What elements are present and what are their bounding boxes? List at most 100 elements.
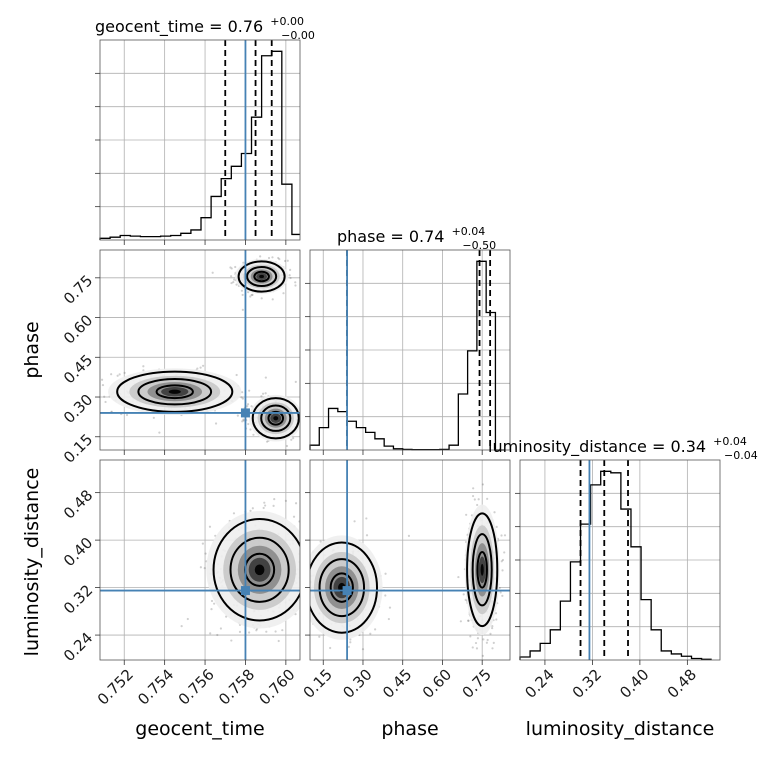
hist-geocent-time-bar-17 bbox=[272, 51, 282, 240]
hist-luminosity-distance-bar-3 bbox=[550, 630, 560, 660]
scatter-geocent-time-vs-phase-point bbox=[249, 428, 252, 431]
scatter-geocent-time-vs-luminosity-distance-point bbox=[208, 525, 212, 528]
hist-geocent-time-bar-11 bbox=[211, 196, 221, 240]
hist-luminosity-distance-bar-5 bbox=[570, 562, 580, 660]
scatter-geocent-time-vs-phase-contour-1-1 bbox=[137, 378, 213, 406]
scatter-geocent-time-vs-luminosity-distance-point bbox=[265, 630, 268, 633]
scatter-geocent-time-vs-phase-density-1-4 bbox=[168, 389, 181, 394]
scatter-phase-vs-luminosity-distance-point bbox=[472, 487, 475, 490]
scatter-geocent-time-vs-luminosity-distance-point bbox=[273, 497, 276, 501]
scatter-phase-vs-luminosity-distance-point bbox=[307, 604, 309, 606]
xlabel-luminosity-distance: luminosity_distance bbox=[526, 718, 715, 740]
scatter-geocent-time-vs-phase-point bbox=[248, 389, 251, 392]
hist-luminosity-distance-bar-14 bbox=[661, 651, 671, 660]
scatter-geocent-time-vs-luminosity-distance-point bbox=[204, 552, 207, 555]
scatter-geocent-time-vs-phase-point bbox=[199, 366, 202, 369]
scatter-phase-vs-luminosity-distance-point bbox=[306, 614, 308, 616]
scatter-geocent-time-vs-phase-point bbox=[271, 298, 274, 301]
scatter-geocent-time-vs-phase-point bbox=[285, 444, 289, 448]
scatter-phase-vs-luminosity-distance-point bbox=[482, 638, 485, 641]
scatter-geocent-time-vs-phase-contour-2-0 bbox=[267, 410, 285, 426]
scatter-geocent-time-vs-phase-point bbox=[235, 283, 238, 286]
scatter-geocent-time-vs-luminosity-distance-point bbox=[238, 630, 242, 633]
scatter-geocent-time-vs-phase-point bbox=[142, 365, 145, 368]
scatter-phase-vs-luminosity-distance-point bbox=[498, 586, 501, 590]
scatter-geocent-time-vs-phase-point bbox=[101, 383, 105, 387]
scatter-geocent-time-vs-luminosity-distance-xticklabel-0.760: 0.760 bbox=[255, 666, 298, 709]
hist-geocent-time-bar-12 bbox=[221, 179, 231, 240]
xlabel-geocent-time: geocent_time bbox=[135, 718, 264, 740]
scatter-geocent-time-vs-luminosity-distance-point bbox=[306, 528, 308, 530]
scatter-geocent-time-vs-phase-point bbox=[235, 373, 238, 377]
scatter-phase-vs-luminosity-distance-point bbox=[477, 498, 480, 501]
hist-luminosity-distance-xticklabel-0.40: 0.40 bbox=[616, 666, 652, 702]
scatter-geocent-time-vs-luminosity-distance-yticklabel-0.32: 0.32 bbox=[60, 581, 96, 617]
hist-geocent-time-bar-19 bbox=[292, 234, 300, 240]
scatter-phase-vs-luminosity-distance-point bbox=[495, 525, 498, 528]
scatter-phase-vs-luminosity-distance-point bbox=[302, 604, 304, 606]
scatter-geocent-time-vs-phase-point bbox=[241, 397, 244, 400]
scatter-geocent-time-vs-luminosity-distance-point bbox=[213, 602, 216, 605]
hist-luminosity-distance-grid bbox=[520, 460, 720, 660]
scatter-phase-vs-luminosity-distance-point bbox=[365, 534, 369, 537]
title-geocent-time-plus: +0.00 bbox=[270, 15, 304, 28]
hist-phase-bar-16 bbox=[458, 394, 467, 450]
scatter-phase-vs-luminosity-distance-contour-0-0 bbox=[476, 550, 488, 589]
hist-luminosity-distance-xticklabel-0.24: 0.24 bbox=[521, 666, 557, 702]
scatter-geocent-time-vs-phase-point bbox=[241, 420, 244, 423]
scatter-phase-vs-luminosity-distance-point bbox=[384, 572, 387, 575]
scatter-geocent-time-vs-luminosity-distance-point bbox=[199, 566, 202, 569]
scatter-geocent-time-vs-luminosity-distance-point bbox=[303, 601, 305, 603]
scatter-geocent-time-vs-phase-yticklabel-0.15: 0.15 bbox=[60, 430, 96, 466]
scatter-geocent-time-vs-luminosity-distance-point bbox=[284, 499, 288, 502]
hist-luminosity-distance-bar-4 bbox=[560, 601, 570, 660]
scatter-geocent-time-vs-phase-point bbox=[246, 405, 249, 408]
scatter-phase-vs-luminosity-distance-point bbox=[457, 575, 460, 579]
scatter-phase-vs-luminosity-distance-point bbox=[462, 593, 465, 596]
scatter-phase-vs-luminosity-distance-xticklabel-0.45: 0.45 bbox=[379, 666, 415, 702]
scatter-phase-vs-luminosity-distance-truth-marker bbox=[342, 586, 352, 596]
scatter-geocent-time-vs-luminosity-distance-xticklabel-0.758: 0.758 bbox=[215, 666, 258, 709]
scatter-geocent-time-vs-phase-point bbox=[247, 422, 250, 426]
scatter-geocent-time-vs-phase-point bbox=[236, 414, 239, 417]
scatter-phase-vs-luminosity-distance-density-0-4 bbox=[480, 563, 484, 576]
scatter-geocent-time-vs-phase-content bbox=[100, 250, 303, 450]
scatter-phase-vs-luminosity-distance-point bbox=[349, 641, 352, 644]
scatter-geocent-time-vs-luminosity-distance-point bbox=[306, 533, 308, 535]
scatter-phase-vs-luminosity-distance-point bbox=[486, 497, 489, 500]
scatter-geocent-time-vs-luminosity-distance-xticklabel-0.756: 0.756 bbox=[175, 666, 218, 709]
scatter-geocent-time-vs-phase-point bbox=[267, 256, 271, 260]
scatter-geocent-time-vs-phase-point bbox=[242, 418, 245, 421]
hist-geocent-time-bar-16 bbox=[262, 56, 272, 240]
scatter-geocent-time-vs-luminosity-distance-point bbox=[277, 639, 280, 643]
scatter-geocent-time-vs-phase-point bbox=[233, 278, 236, 281]
scatter-geocent-time-vs-phase-point bbox=[283, 259, 287, 263]
scatter-phase-vs-luminosity-distance-frame bbox=[309, 459, 511, 661]
scatter-phase-vs-luminosity-distance-point bbox=[464, 598, 467, 601]
scatter-geocent-time-vs-phase-density-2-4 bbox=[273, 416, 279, 421]
scatter-geocent-time-vs-phase-point bbox=[301, 410, 303, 412]
scatter-geocent-time-vs-phase-point bbox=[294, 281, 297, 284]
scatter-geocent-time-vs-luminosity-distance-point bbox=[306, 546, 308, 548]
scatter-geocent-time-vs-phase-point bbox=[289, 268, 292, 272]
scatter-geocent-time-vs-luminosity-distance-point bbox=[307, 573, 309, 575]
hist-luminosity-distance-xticklabel-0.48: 0.48 bbox=[664, 666, 700, 702]
scatter-geocent-time-vs-phase-point bbox=[229, 266, 232, 269]
hist-phase-bar-2 bbox=[329, 408, 338, 450]
scatter-geocent-time-vs-phase-point bbox=[260, 297, 263, 300]
scatter-geocent-time-vs-luminosity-distance-xticklabel-0.754: 0.754 bbox=[134, 666, 177, 709]
scatter-geocent-time-vs-luminosity-distance-point bbox=[281, 629, 284, 632]
scatter-geocent-time-vs-phase-point bbox=[251, 293, 254, 297]
scatter-phase-vs-luminosity-distance-point bbox=[318, 635, 321, 638]
scatter-phase-vs-luminosity-distance-point bbox=[474, 641, 478, 645]
scatter-geocent-time-vs-phase-point bbox=[125, 413, 129, 417]
hist-phase-bar-6 bbox=[366, 432, 375, 450]
scatter-geocent-time-vs-luminosity-distance-point bbox=[274, 630, 277, 633]
scatter-geocent-time-vs-phase-point bbox=[252, 433, 255, 436]
scatter-phase-vs-luminosity-distance-point bbox=[300, 578, 302, 580]
scatter-geocent-time-vs-phase-point bbox=[240, 289, 243, 292]
scatter-geocent-time-vs-phase-point bbox=[246, 403, 250, 406]
scatter-geocent-time-vs-phase-point bbox=[230, 267, 233, 270]
scatter-geocent-time-vs-phase-point bbox=[261, 392, 265, 395]
scatter-geocent-time-vs-luminosity-distance-yticklabel-0.40: 0.40 bbox=[60, 534, 96, 570]
